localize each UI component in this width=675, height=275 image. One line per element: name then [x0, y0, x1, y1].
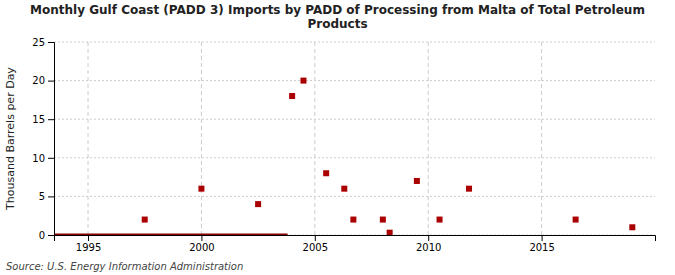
tick-label: 2005 — [303, 242, 328, 253]
tick-label: 20 — [32, 75, 45, 86]
tick: 2000 — [189, 235, 214, 253]
tick-mark — [48, 42, 54, 43]
tick-label: 2010 — [416, 242, 441, 253]
point — [142, 217, 148, 223]
point — [289, 93, 295, 99]
line — [54, 234, 288, 236]
axis-domain — [55, 236, 656, 242]
point — [437, 217, 443, 223]
tick: 2015 — [529, 235, 554, 253]
tick-mark — [48, 158, 54, 159]
point — [414, 178, 420, 184]
x-axis: 1995 2000 2005 2010 2015 — [55, 235, 656, 253]
point — [350, 217, 356, 223]
tick-mark — [48, 196, 54, 197]
grid-line-x — [314, 42, 315, 235]
chart: Monthly Gulf Coast (PADD 3) Imports by P… — [0, 0, 675, 275]
grid — [54, 42, 655, 235]
grid-line-x — [428, 42, 429, 235]
tick-mark — [48, 119, 54, 120]
point — [573, 217, 579, 223]
tick: 2005 — [303, 235, 328, 253]
grid-line-y — [54, 42, 655, 43]
tick-label: 2000 — [189, 242, 214, 253]
axis-domain — [48, 43, 55, 236]
y-axis-label: Thousand Barrels per Day — [4, 67, 17, 211]
point — [341, 186, 347, 192]
tick-label: 15 — [32, 114, 45, 125]
tick-mark — [88, 235, 89, 241]
y-axis: 0 5 10 15 20 25 — [32, 37, 54, 241]
tick-label: 2015 — [529, 242, 554, 253]
grid-line-x — [201, 42, 202, 235]
tick-mark — [428, 235, 429, 241]
point — [323, 170, 329, 176]
tick-mark — [542, 235, 543, 241]
tick: 0 — [39, 230, 54, 241]
source: Source: U.S. Energy Information Administ… — [6, 261, 243, 272]
tick: 1995 — [76, 235, 101, 253]
title-line: Products — [307, 17, 367, 31]
point — [380, 217, 386, 223]
tick-label: 5 — [39, 191, 45, 202]
grid-line-y — [54, 196, 655, 197]
grid-line-x — [541, 42, 542, 235]
tick: 15 — [32, 114, 54, 125]
tick-mark — [315, 235, 316, 241]
grid-line-x — [88, 42, 89, 235]
tick: 10 — [32, 153, 54, 164]
point — [198, 186, 204, 192]
grid-line-y — [54, 80, 655, 81]
title-line: Monthly Gulf Coast (PADD 3) Imports by P… — [30, 3, 645, 17]
grid-line-y — [54, 157, 655, 158]
tick-label: 0 — [39, 230, 45, 241]
grid-line-y — [54, 119, 655, 120]
point — [255, 201, 261, 207]
tick-label: 25 — [32, 37, 45, 48]
point — [629, 224, 635, 230]
tick-label: 1995 — [76, 242, 101, 253]
tick-mark — [48, 81, 54, 82]
tick-mark — [48, 235, 54, 236]
title: Monthly Gulf Coast (PADD 3) Imports by P… — [30, 3, 645, 31]
tick: 5 — [39, 191, 54, 202]
point — [466, 186, 472, 192]
point — [387, 230, 393, 235]
tick-label: 10 — [32, 153, 45, 164]
tick-mark — [201, 235, 202, 241]
marks — [54, 78, 635, 235]
tick: 2010 — [416, 235, 441, 253]
point — [300, 78, 306, 84]
tick: 25 — [32, 37, 54, 48]
plot: 1995 2000 2005 2010 2015 0 5 10 15 20 25 — [32, 37, 655, 253]
tick: 20 — [32, 75, 54, 86]
